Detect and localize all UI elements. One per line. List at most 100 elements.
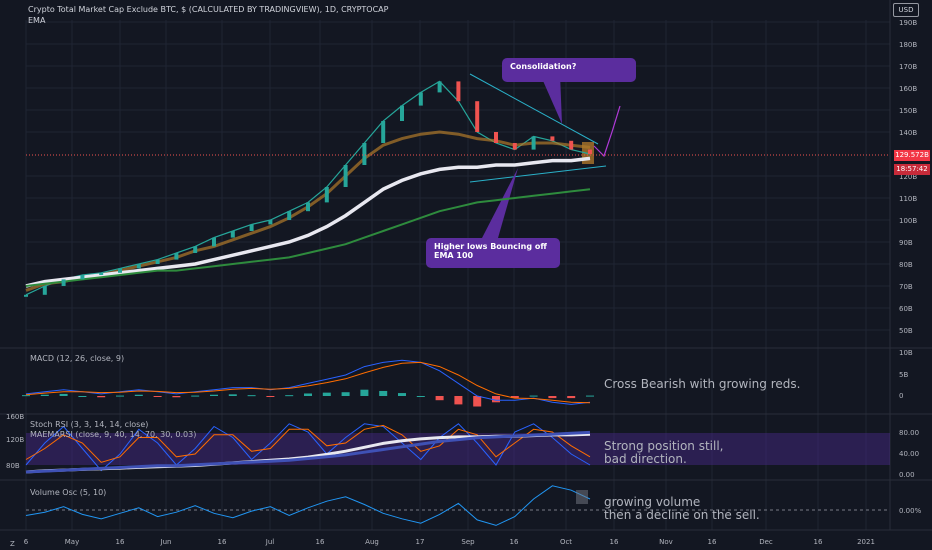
macd-pane	[22, 359, 594, 407]
candle	[381, 121, 386, 143]
lower-trendline	[469, 165, 607, 183]
volume-osc-pane	[25, 485, 890, 526]
macd-hist-bar	[304, 393, 312, 396]
macd-axis-label: 5B	[899, 371, 908, 379]
macd-hist-bar	[492, 396, 500, 403]
macd-hist-bar	[22, 395, 30, 397]
price-axis-label: 80B	[899, 261, 913, 269]
time-axis-label: 16	[316, 538, 325, 546]
candle	[118, 268, 122, 273]
time-axis: 6 May 16 Jun 16 Jul 16 Aug 17 Sep 16 Oct 16 Nov 16 Dec 1…	[24, 538, 875, 546]
macd-hist-bar	[247, 395, 256, 397]
macd-hist-bar	[228, 394, 237, 396]
volume-highlight	[576, 490, 588, 504]
macd-hist-bar	[322, 392, 331, 396]
macd-hist-bar	[59, 393, 68, 396]
stoch-axis-label: 0.00	[899, 471, 915, 479]
candle	[99, 272, 104, 275]
maemarsi-signal	[25, 430, 591, 474]
macd-hist-bar	[78, 396, 87, 397]
pane-separators	[0, 0, 932, 531]
projection-path	[593, 105, 621, 158]
chart-title: Crypto Total Market Cap Exclude BTC, $ (…	[28, 5, 389, 14]
macd-hist-bar	[586, 395, 594, 397]
ema-label: EMA	[28, 16, 46, 25]
price-axis-label: 170B	[899, 63, 917, 71]
upper-trendline	[469, 73, 599, 145]
higher-lows-pointer	[482, 168, 518, 238]
price-axis-label: 100B	[899, 217, 917, 225]
time-axis-label: Sep	[461, 538, 475, 546]
stoch-k-line	[25, 423, 591, 472]
currency-button[interactable]: USD	[893, 3, 919, 17]
last-price-tag: 129.572B	[894, 150, 930, 161]
price-axis-label: 190B	[899, 19, 917, 27]
time-axis-label: 17	[416, 538, 425, 546]
candle	[494, 132, 498, 143]
price-axis-label: 160B	[899, 85, 917, 93]
macd-hist-bar	[266, 396, 275, 397]
scale-toggle-icon[interactable]: Z	[10, 540, 15, 548]
time-axis-label: 16	[510, 538, 519, 546]
time-axis-label: Aug	[365, 538, 379, 546]
price-axis-label: 90B	[899, 239, 913, 247]
price-axis-label: 140B	[899, 129, 917, 137]
macd-hist-bar	[567, 396, 576, 399]
stoch-axis-label: 40.00	[899, 450, 919, 458]
time-axis-label: 2021	[857, 538, 875, 546]
candle	[531, 136, 536, 150]
time-axis-label: 16	[610, 538, 619, 546]
macd-hist-bar	[210, 394, 218, 396]
stoch-note-2: bad direction.	[604, 452, 687, 466]
candle	[588, 149, 592, 154]
price-axis-label: 50B	[899, 327, 913, 335]
price-axis-label: 180B	[899, 41, 917, 49]
stoch-left-axis-label: 80B	[6, 462, 20, 470]
macd-note: Cross Bearish with growing reds.	[604, 377, 801, 391]
time-axis-label: 16	[708, 538, 717, 546]
stoch-axis-label: 80.00	[899, 429, 919, 437]
time-axis-label: 16	[116, 538, 125, 546]
stoch-left-axis-label: 120B	[6, 436, 24, 444]
stoch-d-line	[25, 424, 591, 463]
macd-hist-bar	[341, 392, 350, 396]
macd-hist-bar	[285, 395, 294, 397]
stoch-note-1: Strong position still,	[604, 439, 724, 453]
candle	[512, 143, 517, 150]
price-axis-label: 120B	[899, 173, 917, 181]
candle	[475, 101, 480, 132]
macd-label: MACD (12, 26, close, 9)	[30, 354, 125, 363]
time-axis-label: Jun	[160, 538, 172, 546]
macd-hist-bar	[548, 396, 557, 399]
candle	[456, 81, 461, 102]
higher-lows-callout: Higher lows Bouncing off EMA 100	[426, 238, 560, 268]
candle	[324, 187, 329, 203]
macd-hist-bar	[398, 393, 406, 396]
candle	[174, 253, 179, 260]
consolidation-callout: Consolidation?	[502, 58, 636, 82]
volume-osc-label: Volume Osc (5, 10)	[30, 488, 107, 497]
candle	[136, 264, 141, 269]
time-axis-label: Jul	[265, 538, 275, 546]
candle	[230, 231, 235, 238]
volume-axis-label: 0.00%	[899, 507, 922, 515]
macd-hist-bar	[153, 396, 162, 397]
signal-line	[25, 361, 591, 404]
candle	[249, 224, 254, 231]
macd-hist-bar	[360, 389, 369, 396]
countdown-tag: 18:57:42	[894, 164, 930, 175]
macd-hist-bar	[510, 396, 519, 399]
macd-hist-bar	[416, 396, 425, 397]
candle	[550, 136, 555, 141]
macd-line	[25, 359, 591, 405]
time-axis-label: Dec	[759, 538, 773, 546]
price-axis: 190B 180B 170B 160B 150B 140B 120B 110B 100B 90B 8…	[6, 19, 922, 515]
price-series-line-3	[25, 188, 591, 287]
price-axis-label: 110B	[899, 195, 917, 203]
stoch-left-axis-label: 160B	[6, 413, 24, 421]
candle	[362, 143, 367, 165]
trendlines	[469, 73, 621, 238]
macd-hist-bar	[529, 395, 538, 397]
macd-hist-bar	[454, 396, 463, 405]
